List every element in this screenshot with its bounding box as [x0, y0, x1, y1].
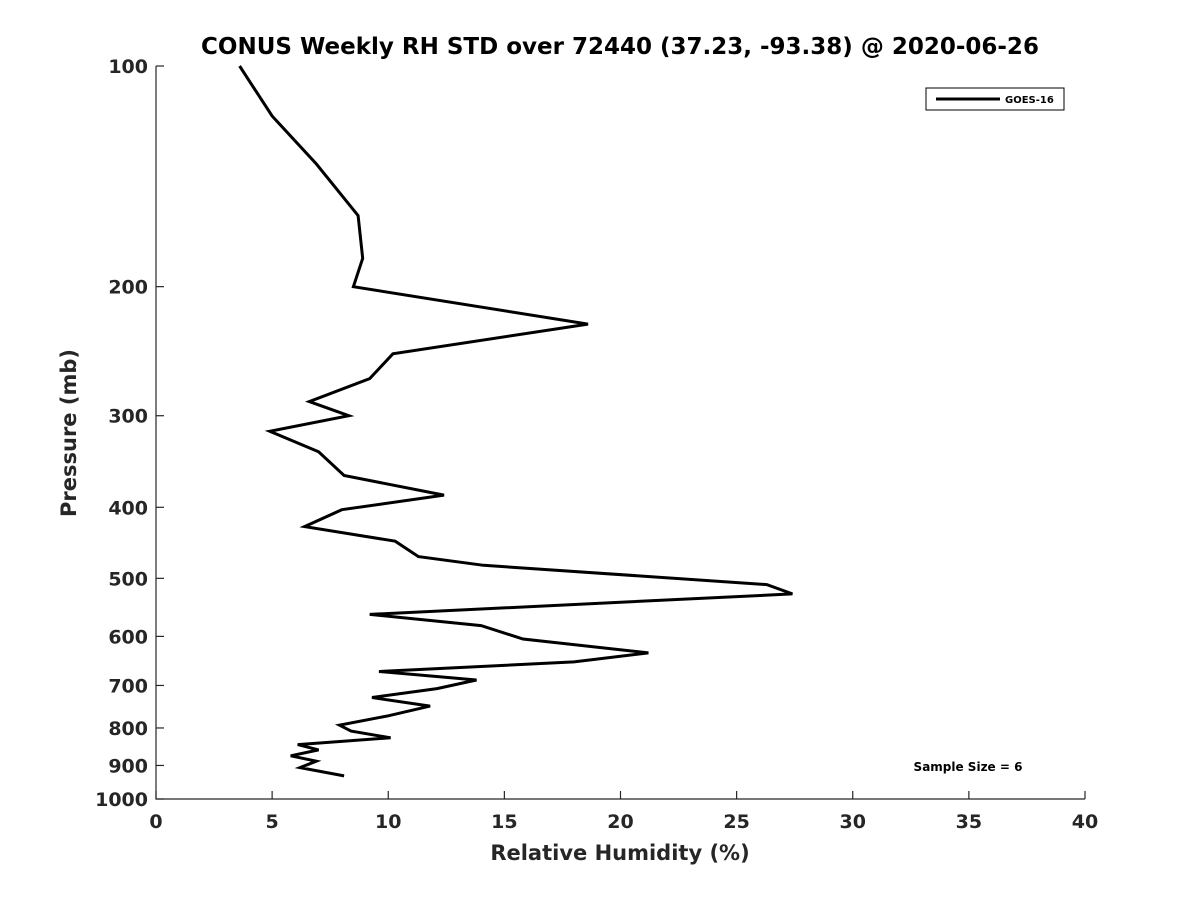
x-tick-label: 40 — [1072, 811, 1098, 833]
x-tick-label: 30 — [840, 811, 866, 833]
y-tick-label: 500 — [108, 568, 148, 590]
y-tick-label: 100 — [108, 56, 148, 78]
x-tick-label: 35 — [956, 811, 982, 833]
y-tick-label: 200 — [108, 277, 148, 299]
legend: GOES-16 — [925, 87, 1065, 111]
y-tick-label: 900 — [108, 755, 148, 777]
x-axis-label: Relative Humidity (%) — [490, 841, 749, 865]
series-line-goes-16 — [238, 65, 793, 778]
x-tick-label: 20 — [607, 811, 633, 833]
y-tick-label: 600 — [108, 626, 148, 648]
y-tick-label: 300 — [108, 406, 148, 428]
x-tick-label: 5 — [266, 811, 279, 833]
x-tick-label: 15 — [491, 811, 517, 833]
y-tick-label: 800 — [108, 718, 148, 740]
chart-title: CONUS Weekly RH STD over 72440 (37.23, -… — [201, 34, 1039, 60]
series-group — [238, 65, 793, 778]
axis-lines — [155, 66, 1085, 800]
y-axis-label: Pressure (mb) — [57, 349, 81, 517]
x-tick-label: 10 — [375, 811, 401, 833]
sample-size-annotation: Sample Size = 6 — [914, 760, 1023, 774]
legend-label-goes-16: GOES-16 — [1005, 95, 1054, 106]
y-axis-ticks: 100 200 300 400 500 600 700 800 900 1000 — [95, 56, 164, 811]
y-tick-label: 400 — [108, 497, 148, 519]
x-tick-label: 0 — [149, 811, 162, 833]
y-tick-label: 1000 — [95, 789, 148, 811]
x-tick-label: 25 — [723, 811, 749, 833]
x-axis-ticks: 0 5 10 15 20 25 30 35 40 — [149, 791, 1098, 833]
y-tick-label: 700 — [108, 675, 148, 697]
